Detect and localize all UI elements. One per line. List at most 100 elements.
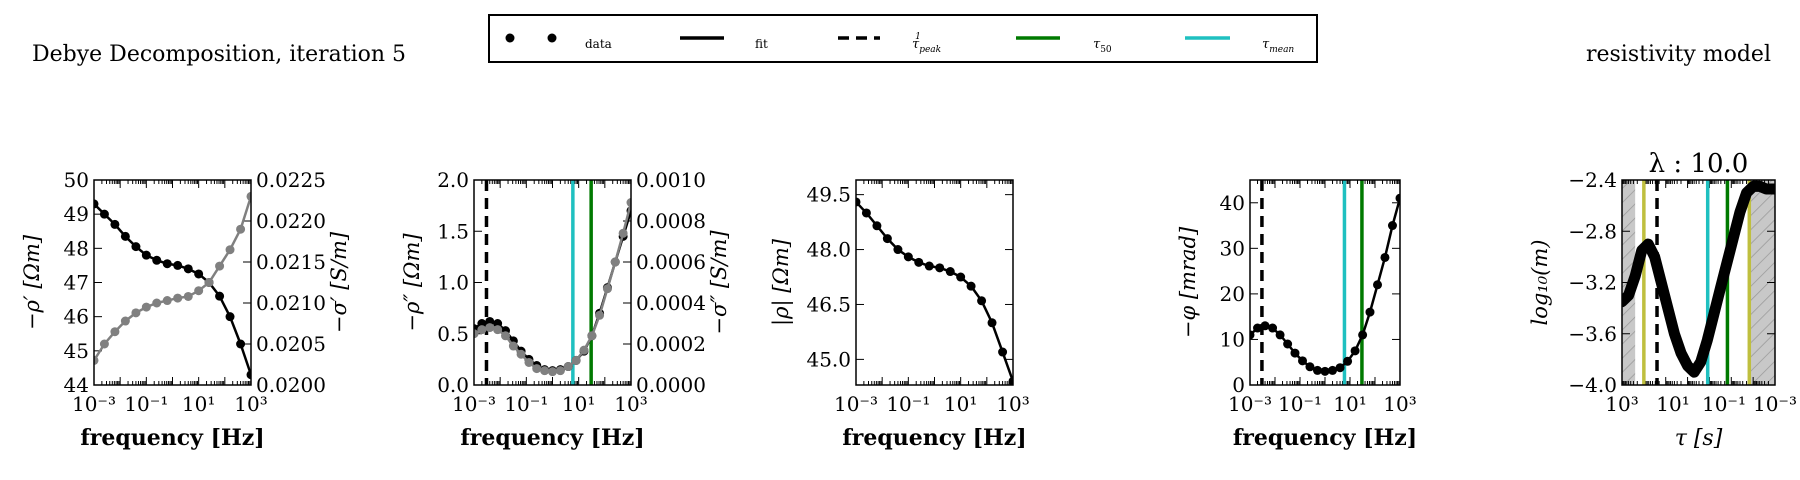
p4-series-0-point <box>1380 252 1390 262</box>
p5-title: λ : 10.0 <box>1649 149 1749 179</box>
p4-series-0-point <box>1283 339 1293 349</box>
p5-y-tick-label: −3.2 <box>1568 271 1617 295</box>
p2-series-1-point <box>477 325 487 335</box>
p3-series-0-point <box>924 261 934 271</box>
left-title: Debye Decomposition, iteration 5 <box>32 42 406 67</box>
p3-series-0-point <box>893 245 903 255</box>
p1-x-tick-label: 10⁻¹ <box>124 392 168 416</box>
p1-series-1-line <box>94 195 251 362</box>
p5-y-tick-label: −3.6 <box>1568 322 1617 346</box>
p5-x-tick-label: 10¹ <box>1656 392 1689 416</box>
p3-series-0-point <box>856 197 861 207</box>
p3-y-tick-label: 45.0 <box>806 347 851 371</box>
p1-series-0-line <box>94 202 251 376</box>
p2-series-1-point <box>540 366 550 376</box>
legend-entry-tau-50: τ50 <box>1016 36 1112 55</box>
p1-y-right-tick-label: 0.0205 <box>256 332 326 356</box>
p1-y-tick-label: 49 <box>64 202 89 226</box>
p4-x-tick-label: 10⁻¹ <box>1278 392 1322 416</box>
p1-series-1-point <box>131 308 141 318</box>
p5-y-axis-label: log₁₀(m) <box>1528 240 1552 326</box>
p1-series-0-point <box>131 242 141 252</box>
p4-y-tick-label: 0 <box>1232 373 1245 397</box>
p1-y-tick-label: 45 <box>64 339 89 363</box>
p2-series-1-point <box>595 310 605 320</box>
p2-x-tick-label: 10⁻¹ <box>504 392 548 416</box>
p1-series-1-point <box>246 191 251 201</box>
p1-series-0-point <box>225 312 235 322</box>
p1-series-1-point <box>173 293 183 303</box>
p4-series-0-point <box>1268 323 1278 333</box>
p1-series-1-point <box>110 327 120 337</box>
p4-x-tick-label: 10³ <box>1383 392 1416 416</box>
legend-data-marker-1 <box>505 33 515 43</box>
p2-series-1-point <box>626 198 631 208</box>
p2-series-1-point <box>508 341 518 351</box>
p5-x-axis-label: τ [s] <box>1675 426 1723 451</box>
p3-x-tick-label: 10⁻¹ <box>886 392 930 416</box>
p3-axes-frame <box>855 179 1014 386</box>
p2-x-tick-label: 10¹ <box>562 392 595 416</box>
p2-y-right-tick-label: 0.0006 <box>636 250 706 274</box>
p1-y-right-tick-label: 0.0225 <box>256 168 326 192</box>
p1-series-1-point <box>120 316 130 326</box>
p3-y-tick-label: 49.5 <box>806 183 851 207</box>
p4-series-0-point <box>1305 362 1315 372</box>
p3-series-0-point <box>882 234 892 244</box>
legend-label-tau-peak: τpeak1 <box>912 32 941 55</box>
p2-y-tick-label: 0.5 <box>437 322 469 346</box>
p2-series-1-point <box>571 355 581 365</box>
p3-x-axis-label: frequency [Hz] <box>842 425 1026 451</box>
p2-x-tick-label: 10³ <box>614 392 647 416</box>
p3-series-0-point <box>987 318 997 328</box>
p2-series-1-point <box>579 345 589 355</box>
p4-y-tick-label: 40 <box>1220 191 1245 215</box>
p4-series-0-point <box>1343 356 1353 366</box>
p3-y-tick-label: 48.0 <box>806 238 851 262</box>
p1-x-tick-label: 10⁻³ <box>72 392 116 416</box>
legend-entry-tau-peak: τpeak1 <box>838 32 941 55</box>
p4-series-0-point <box>1395 193 1400 203</box>
p3-series-0-point <box>977 296 987 306</box>
p1-series-1-point <box>99 339 109 349</box>
p1-series-0-point <box>215 291 225 301</box>
p3-x-tick-label: 10³ <box>996 392 1029 416</box>
p1-y-right-tick-label: 0.0210 <box>256 291 326 315</box>
p2-y-tick-label: 1.0 <box>437 271 469 295</box>
p5-y-tick-label: −2.8 <box>1568 219 1617 243</box>
p3-series-0-point <box>1008 376 1013 385</box>
p1-series-0-point <box>152 255 162 265</box>
p2-series-1-point <box>602 284 612 294</box>
p1-y-right-tick-label: 0.0220 <box>256 209 326 233</box>
p1-series-1-point <box>152 298 162 308</box>
p2-y-tick-label: 2.0 <box>437 168 469 192</box>
p1-x-tick-label: 10³ <box>234 392 267 416</box>
p2-chart: 10⁻³ 10⁻¹ 10¹ 10³ 0.0 0.5 1.0 1.5 2.0 0.0000 0.000… <box>400 168 731 451</box>
p2-y-tick-label: 0.0 <box>437 373 469 397</box>
p2-series-1-point <box>548 367 557 377</box>
p2-series-1-point <box>485 323 495 333</box>
legend-entry-data: data <box>505 33 612 51</box>
p2-series-1-point <box>618 228 628 238</box>
p1-y-right-axis-label: −σ′ [S/m] <box>327 231 351 333</box>
p4-series-0-point <box>1298 356 1308 366</box>
p1-series-0-point <box>246 370 251 380</box>
p1-y-right-tick-label: 0.0200 <box>256 373 326 397</box>
p4-x-tick-label: 10¹ <box>1333 392 1366 416</box>
legend-entry-tau-mean: τmean <box>1185 36 1294 55</box>
p4-series-0-point <box>1275 330 1285 340</box>
legend-label-data: data <box>585 37 612 51</box>
p5-y-tick-label: −4.0 <box>1568 373 1617 397</box>
p1-series-0-point <box>194 269 204 279</box>
p2-y-axis-label: −ρ″ [Ωm] <box>400 233 424 332</box>
p2-series-1-point <box>532 364 542 374</box>
p1-series-1-point <box>162 296 172 306</box>
p4-series-0-point <box>1320 366 1330 376</box>
p1-y-tick-label: 48 <box>64 236 89 260</box>
p5-series-0-line <box>1622 180 1775 378</box>
p3-series-0-point <box>935 263 945 273</box>
p4-series-0-point <box>1387 221 1397 231</box>
p2-y-right-tick-label: 0.0010 <box>636 168 706 192</box>
p4-chart: 10⁻³ 10⁻¹ 10¹ 10³ 0 10 20 30 40 frequency [Hz] −φ … <box>1176 179 1417 451</box>
p3-series-0-point <box>872 221 882 231</box>
